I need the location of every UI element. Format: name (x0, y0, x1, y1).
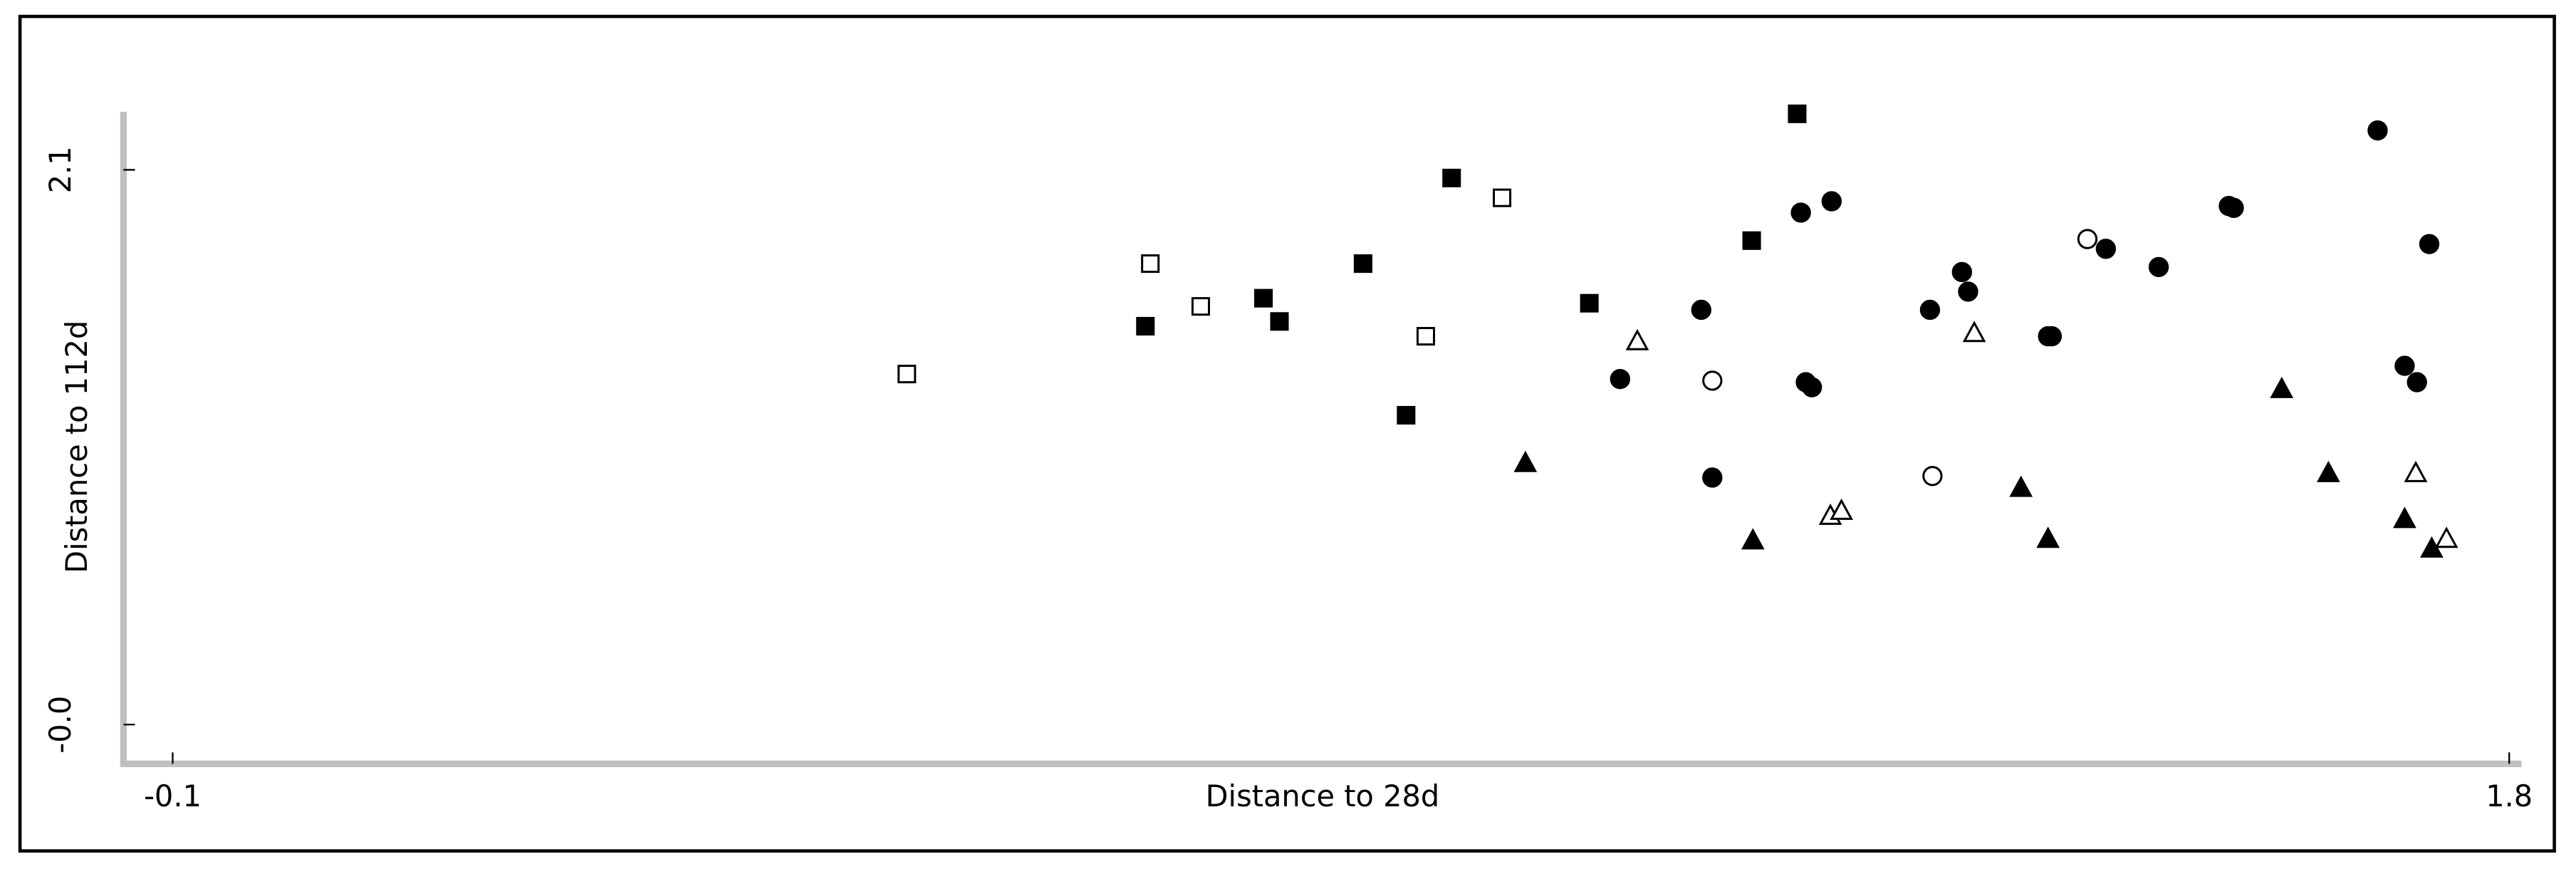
triangle-point (2404, 460, 2428, 482)
triangle-point (2270, 376, 2294, 398)
circle-point (1691, 299, 1711, 321)
square-point (1788, 104, 1807, 123)
circle-point (2095, 239, 2117, 259)
triangle-point (1625, 328, 1649, 350)
triangle-point (2434, 526, 2458, 548)
circle-point (1919, 299, 1941, 321)
y-axis-title: Distance to 112d (59, 321, 94, 573)
circle-point (1790, 202, 1811, 223)
triangle-point (2317, 460, 2340, 482)
x-tick-label: -0.1 (144, 779, 202, 813)
circle-point (1702, 370, 1723, 391)
circle-point (1922, 466, 1943, 486)
square-point (897, 365, 917, 384)
circle-point (2406, 372, 2427, 392)
triangle-point (1962, 321, 1986, 343)
square-point (1254, 288, 1273, 308)
square-point (1416, 327, 1436, 346)
square-point (1136, 316, 1155, 336)
y-tick-label: 2.1 (43, 146, 78, 193)
triangle-point (2036, 526, 2060, 548)
square-point (1442, 168, 1461, 187)
x-tick-label: 1.8 (2486, 779, 2533, 813)
circle-point (1610, 368, 1630, 390)
circle-point (1951, 261, 1973, 283)
circle-point (1958, 281, 1978, 302)
circle-point (1821, 191, 1842, 212)
square-point (1580, 293, 1599, 313)
triangle-point (2009, 475, 2033, 497)
circle-point (2077, 229, 2098, 249)
square-point (1191, 297, 1211, 316)
square-point (1270, 312, 1289, 331)
circle-point (2367, 120, 2388, 141)
y-tick-label: -0.0 (43, 696, 78, 754)
circle-point (1801, 377, 1823, 397)
circle-point (1702, 467, 1723, 488)
circle-point (2041, 326, 2063, 347)
square-point (1397, 405, 1416, 425)
triangle-point (1741, 528, 1765, 550)
frame (18, 14, 2556, 853)
triangle-point (1830, 498, 1853, 520)
circle-point (2223, 197, 2244, 219)
circle-point (2419, 234, 2440, 254)
square-point (1493, 188, 1512, 207)
square-point (1353, 254, 1372, 274)
square-point (1141, 254, 1160, 274)
triangle-point (1513, 450, 1538, 472)
triangle-point (2393, 506, 2416, 529)
circle-point (2148, 256, 2169, 278)
circle-point (2394, 355, 2415, 376)
square-point (1742, 231, 1761, 250)
x-axis-title: Distance to 28d (1206, 779, 1440, 813)
